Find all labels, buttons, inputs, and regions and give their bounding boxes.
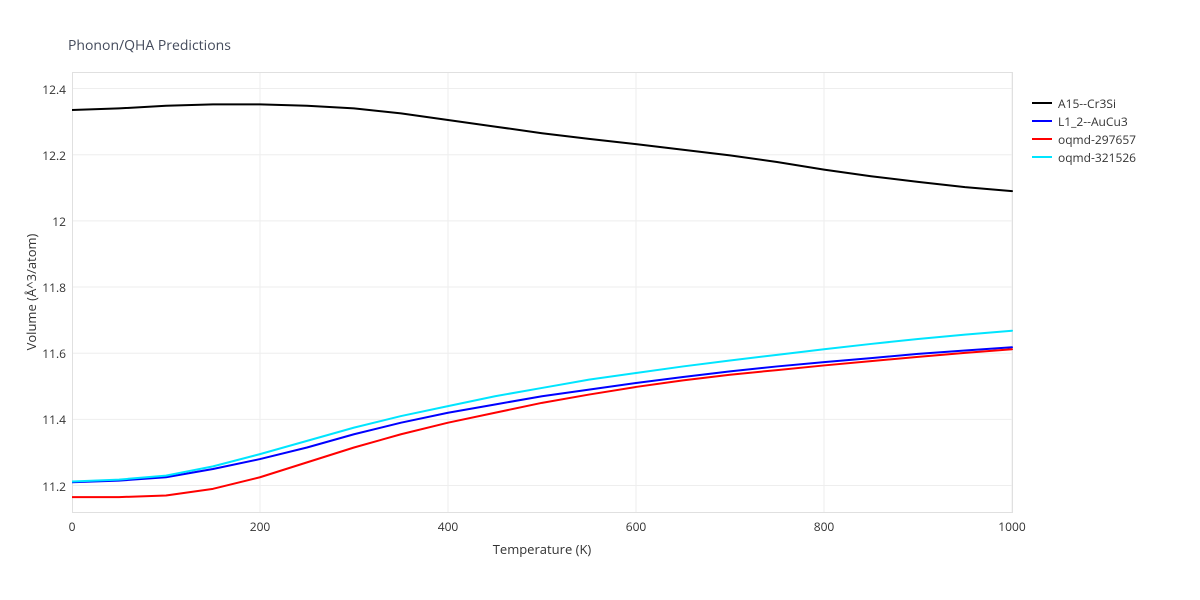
legend-item[interactable]: oqmd-321526 xyxy=(1032,148,1136,166)
x-tick-label: 0 xyxy=(57,518,87,535)
legend: A15--Cr3SiL1_2--AuCu3oqmd-297657oqmd-321… xyxy=(1032,94,1136,166)
chart-container: Phonon/QHA Predictions Temperature (K) V… xyxy=(0,0,1200,600)
x-tick-label: 600 xyxy=(621,518,651,535)
y-tick-label: 12.2 xyxy=(26,147,66,164)
legend-label: oqmd-297657 xyxy=(1058,131,1136,148)
y-tick-label: 12 xyxy=(26,213,66,230)
y-tick-label: 11.6 xyxy=(26,345,66,362)
legend-swatch xyxy=(1032,138,1052,140)
legend-item[interactable]: oqmd-297657 xyxy=(1032,130,1136,148)
legend-label: oqmd-321526 xyxy=(1058,149,1136,166)
legend-item[interactable]: L1_2--AuCu3 xyxy=(1032,112,1136,130)
legend-label: L1_2--AuCu3 xyxy=(1058,113,1128,130)
y-tick-label: 11.8 xyxy=(26,279,66,296)
x-tick-label: 800 xyxy=(809,518,839,535)
legend-label: A15--Cr3Si xyxy=(1058,95,1116,112)
plot-area xyxy=(72,72,1014,514)
legend-item[interactable]: A15--Cr3Si xyxy=(1032,94,1136,112)
legend-swatch xyxy=(1032,156,1052,158)
x-axis-label: Temperature (K) xyxy=(482,540,602,558)
x-tick-label: 1000 xyxy=(997,518,1027,535)
chart-title: Phonon/QHA Predictions xyxy=(68,36,231,55)
x-tick-label: 200 xyxy=(245,518,275,535)
legend-swatch xyxy=(1032,120,1052,122)
x-tick-label: 400 xyxy=(433,518,463,535)
y-tick-label: 12.4 xyxy=(26,81,66,98)
y-tick-label: 11.2 xyxy=(26,478,66,495)
legend-swatch xyxy=(1032,102,1052,104)
y-tick-label: 11.4 xyxy=(26,411,66,428)
